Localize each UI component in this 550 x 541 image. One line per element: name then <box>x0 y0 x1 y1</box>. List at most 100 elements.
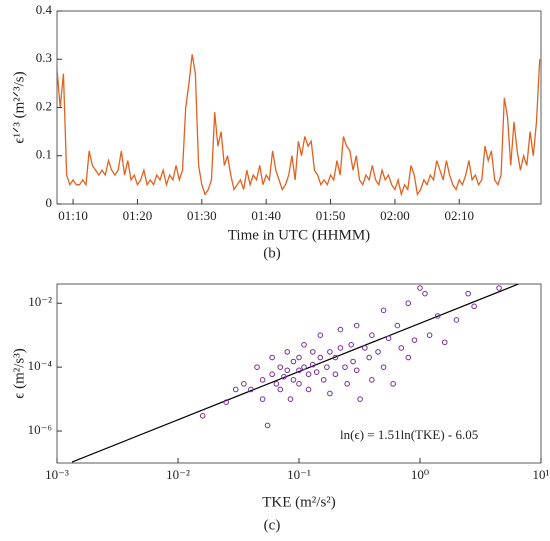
y-axis-label: ϵ¹ᐟ³ (m²ᐟ³/s) <box>11 71 27 143</box>
scatter-point <box>417 285 423 291</box>
scatter-point <box>284 349 291 355</box>
scatter-point <box>290 358 297 365</box>
scatter-point <box>277 386 284 393</box>
scatter-point <box>332 354 339 361</box>
scatter-point <box>313 369 320 375</box>
scatter-point <box>232 386 239 393</box>
scatter-point <box>296 381 302 387</box>
scatter-point <box>369 332 375 338</box>
scatter-point <box>269 354 275 361</box>
scatter-point <box>453 317 460 323</box>
scatter-point <box>290 377 297 383</box>
scatter-point <box>301 342 307 348</box>
scatter-point <box>405 300 412 307</box>
scatter-point <box>327 390 333 397</box>
scatter-point <box>362 345 368 351</box>
panel-caption: (c) <box>264 517 281 533</box>
scatter-point <box>281 373 287 380</box>
scatter-point <box>269 371 275 378</box>
scatter-point <box>422 290 428 297</box>
x-tick-label: 10⁻³ <box>45 467 69 482</box>
scatter-point <box>296 354 302 361</box>
y-tick-label: 10⁻⁶ <box>28 422 52 437</box>
y-tick-label: 0.2 <box>36 98 52 113</box>
scatter-point <box>309 361 316 368</box>
x-tick-label: 02:10 <box>444 208 474 223</box>
x-tick-label: 01:10 <box>58 208 88 223</box>
scatter-point <box>264 422 271 429</box>
x-tick-label: 02:00 <box>380 208 410 223</box>
scatter-point <box>405 354 412 361</box>
plot-area <box>71 284 519 463</box>
y-tick-label: 0 <box>46 195 53 210</box>
scatter-point <box>317 332 324 338</box>
scatter-point <box>380 364 387 370</box>
scatter-point <box>394 322 401 329</box>
annotation: ln(ϵ) = 1.51ln(TKE) - 6.05 <box>340 427 478 442</box>
y-axis-label: ϵ (m²/s³) <box>11 348 27 398</box>
scatter-point <box>426 332 433 338</box>
data-line <box>57 54 541 197</box>
x-tick-label: 01:40 <box>251 208 281 223</box>
scatter-point <box>337 345 344 351</box>
x-tick-label: 01:50 <box>316 208 346 223</box>
plot-area <box>57 54 541 197</box>
y-tick-label: 10⁻⁴ <box>28 358 53 373</box>
x-tick-label: 10¹ <box>533 467 550 482</box>
scatter-point <box>301 364 307 370</box>
y-tick-label: 0.1 <box>36 147 52 162</box>
scatter-point <box>441 339 448 346</box>
fit-line <box>71 284 519 463</box>
scatter-point <box>398 345 405 351</box>
scatter-point <box>353 367 360 374</box>
scatter-point <box>305 386 312 393</box>
scatter-point <box>273 381 280 387</box>
scatter-point <box>465 290 471 297</box>
scatter-point <box>199 413 206 419</box>
scatter-point <box>284 367 291 374</box>
scatter-point <box>357 396 363 402</box>
scatter-point <box>366 354 372 361</box>
x-tick-label: 10⁻¹ <box>287 467 311 482</box>
scatter-point <box>350 358 356 365</box>
scatter-point <box>344 381 350 387</box>
scatter-point <box>353 322 360 329</box>
scatter-point <box>375 349 381 355</box>
scatter-point <box>296 367 302 374</box>
scatter-point <box>337 326 344 333</box>
x-tick-label: 10⁻² <box>166 467 190 482</box>
x-tick-label: 01:30 <box>187 208 217 223</box>
scatter-point <box>287 396 294 402</box>
scatter-point <box>223 399 229 405</box>
y-tick-label: 10⁻² <box>28 294 52 309</box>
scatter-point <box>277 364 284 370</box>
scatter-point <box>342 364 348 370</box>
scatter-point <box>332 371 339 378</box>
scatter-point <box>390 381 396 387</box>
scatter-point <box>248 386 254 393</box>
scatter-point <box>471 303 477 310</box>
scatter-point <box>327 349 333 355</box>
scatter-point <box>241 381 247 387</box>
scatter-point <box>259 396 266 402</box>
x-axis-label: TKE (m²/s²) <box>262 494 336 510</box>
x-tick-label: 01:20 <box>123 208 153 223</box>
scatter-point <box>434 313 441 319</box>
x-tick-label: 10⁰ <box>411 467 429 482</box>
scatter-point <box>309 349 316 355</box>
y-tick-label: 0.4 <box>36 2 53 17</box>
scatter-point <box>254 364 260 370</box>
scatter-point <box>385 335 392 342</box>
x-axis-label: Time in UTC (HHMM) <box>228 227 370 243</box>
scatter-point <box>369 377 375 383</box>
scatter-point <box>317 354 324 361</box>
scatter-point <box>320 377 327 383</box>
scatter-point <box>259 377 266 383</box>
scatter-point <box>496 285 502 291</box>
scatter-point <box>305 371 312 378</box>
scatter-point <box>380 307 387 314</box>
scatter-point <box>324 364 330 370</box>
scatter-point <box>411 337 418 343</box>
panel-caption: (b) <box>263 245 281 261</box>
